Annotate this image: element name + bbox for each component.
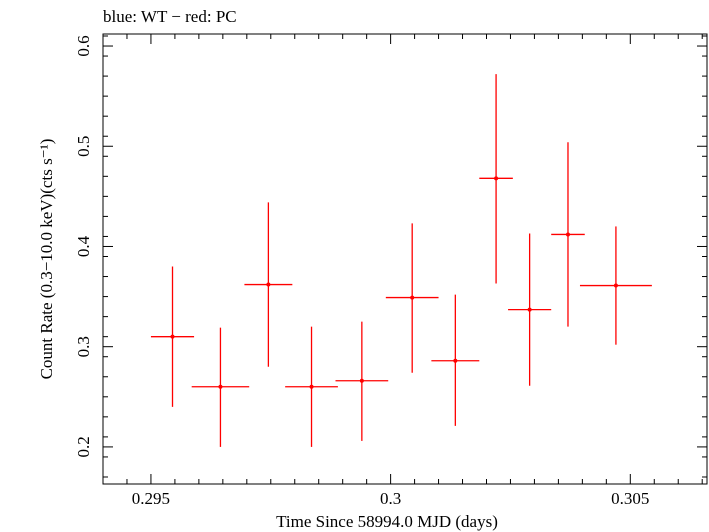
data-point xyxy=(170,334,175,339)
y-axis-title: Count Rate (0.3−10.0 keV)(cts s⁻¹) xyxy=(37,139,56,380)
y-tick-label: 0.2 xyxy=(74,436,93,457)
y-tick-label: 0.4 xyxy=(74,235,93,257)
y-tick-label: 0.3 xyxy=(74,336,93,357)
data-point xyxy=(218,384,223,389)
x-tick-label: 0.3 xyxy=(380,489,401,508)
data-point xyxy=(309,384,314,389)
plot-frame xyxy=(102,33,708,485)
data-point xyxy=(410,295,415,300)
data-point xyxy=(527,307,532,312)
chart-title: blue: WT − red: PC xyxy=(103,7,237,26)
data-point xyxy=(266,282,271,287)
x-tick-label: 0.295 xyxy=(132,489,170,508)
data-series xyxy=(150,74,652,447)
y-tick-label: 0.6 xyxy=(74,35,93,56)
x-tick-label: 0.305 xyxy=(611,489,649,508)
data-point xyxy=(359,378,364,383)
x-axis: 0.295 0.3 0.305 xyxy=(126,34,703,508)
x-axis-title: Time Since 58994.0 MJD (days) xyxy=(276,512,498,531)
data-point xyxy=(613,283,618,288)
data-point xyxy=(565,232,570,237)
data-point xyxy=(494,176,499,181)
y-axis: 0.2 0.3 0.4 0.5 0.6 xyxy=(74,35,707,478)
y-tick-label: 0.5 xyxy=(74,136,93,157)
data-point xyxy=(453,358,458,363)
